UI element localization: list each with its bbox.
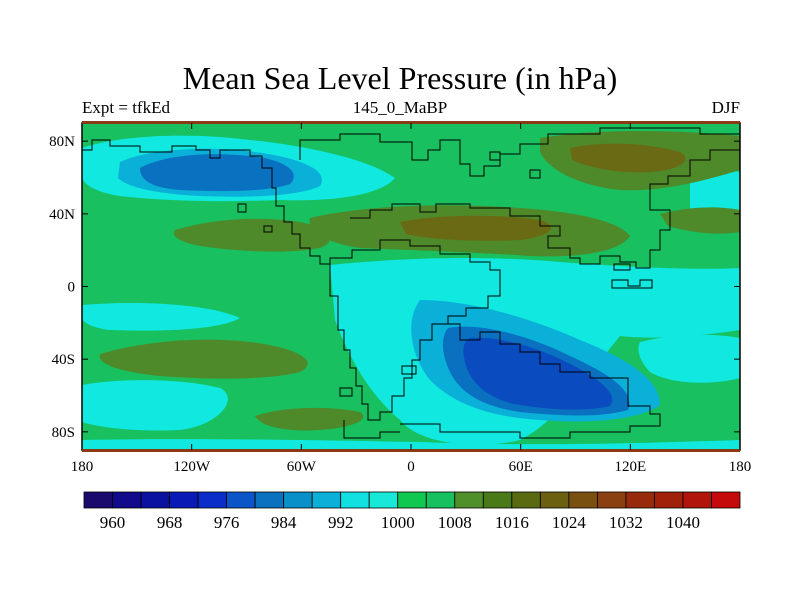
y-tick-label: 40S xyxy=(52,352,75,368)
x-tick-label: 180 xyxy=(71,459,94,475)
x-tick-label: 120W xyxy=(173,459,211,475)
y-tick-label: 40N xyxy=(49,207,75,223)
colorbar-swatch xyxy=(654,491,684,509)
colorbar-swatch xyxy=(83,491,113,509)
top-edge-band xyxy=(82,121,740,124)
colorbar-swatch xyxy=(368,491,399,509)
y-tick-label: 80N xyxy=(49,134,75,150)
colorbar-swatch xyxy=(140,491,170,509)
colorbar-label: 960 xyxy=(100,513,126,532)
colorbar-swatch xyxy=(425,491,456,509)
season-label: DJF xyxy=(711,98,740,117)
colorbar-swatch xyxy=(596,491,627,509)
colorbar-swatch xyxy=(283,491,313,509)
colorbar-swatch xyxy=(539,491,570,509)
colorbar-swatch xyxy=(169,491,199,509)
colorbar-swatch xyxy=(568,491,598,509)
x-tick-label: 0 xyxy=(407,459,415,475)
experiment-label: Expt = tfkEd xyxy=(82,98,170,117)
x-tick-label: 60E xyxy=(509,459,533,475)
coastlines xyxy=(82,127,740,439)
colorbar-labels: 960 968 976 984 992 1000 1008 1016 1024 1032 1040 xyxy=(100,513,700,532)
coastline-north-america xyxy=(82,139,346,265)
colorbar-label: 1040 xyxy=(666,513,700,532)
chart-title: Mean Sea Level Pressure (in hPa) xyxy=(182,60,618,96)
colorbar-label: 1024 xyxy=(552,513,587,532)
colorbar-swatch xyxy=(454,491,484,509)
colorbar-swatch xyxy=(112,491,142,509)
colorbar-swatch xyxy=(197,491,228,509)
period-label: 145_0_MaBP xyxy=(352,98,448,117)
coastline-europe-south xyxy=(350,149,740,269)
x-tick-label: 120E xyxy=(614,459,646,475)
colorbar xyxy=(83,491,741,509)
colorbar-label: 984 xyxy=(271,513,297,532)
colorbar-swatch xyxy=(511,491,541,509)
colorbar-swatch xyxy=(482,491,513,509)
coastline-greenland-europe-asia xyxy=(299,127,740,177)
contour-1016-1024 xyxy=(400,143,686,241)
colorbar-swatch xyxy=(311,491,342,509)
colorbar-label: 1016 xyxy=(495,513,529,532)
x-tick-label: 60W xyxy=(287,459,317,475)
y-axis: 80N 40N 0 40S 80S xyxy=(49,134,740,441)
contour-fields xyxy=(82,131,740,450)
colorbar-label: 968 xyxy=(157,513,183,532)
colorbar-label: 1008 xyxy=(438,513,472,532)
colorbar-label: 1032 xyxy=(609,513,643,532)
coastline-antarctica xyxy=(343,420,400,439)
colorbar-swatch xyxy=(254,491,285,509)
colorbar-label: 976 xyxy=(214,513,240,532)
bottom-edge-band xyxy=(82,449,740,452)
colorbar-label: 992 xyxy=(328,513,354,532)
y-tick-label: 80S xyxy=(52,425,75,441)
coastline-islands xyxy=(237,151,653,397)
x-tick-label: 180 xyxy=(729,459,752,475)
colorbar-swatch xyxy=(625,491,655,509)
colorbar-swatch xyxy=(226,491,256,509)
x-axis: 180 120W 60W 0 60E 120E 180 xyxy=(71,123,752,475)
y-tick-label: 0 xyxy=(68,280,76,296)
colorbar-label: 1000 xyxy=(381,513,415,532)
contour-976 xyxy=(463,337,613,410)
coastline-south-america xyxy=(329,239,501,421)
colorbar-swatch xyxy=(711,491,741,509)
colorbar-swatch xyxy=(682,491,712,509)
coastline-africa-east xyxy=(400,323,661,439)
colorbar-swatch xyxy=(340,491,370,509)
colorbar-swatch xyxy=(397,491,427,509)
